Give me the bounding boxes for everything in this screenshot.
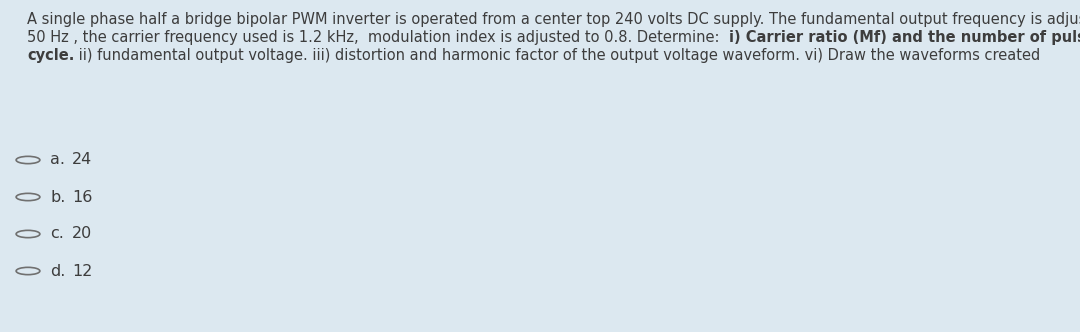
Text: cycle.: cycle. <box>27 48 75 63</box>
Text: i) Carrier ratio (Mf) and the number of pulses per: i) Carrier ratio (Mf) and the number of … <box>729 30 1080 45</box>
Text: ii) fundamental output voltage. iii) distortion and harmonic factor of the outpu: ii) fundamental output voltage. iii) dis… <box>75 48 1041 63</box>
Text: 24: 24 <box>72 152 92 168</box>
Text: 16: 16 <box>72 190 93 205</box>
Text: a.: a. <box>50 152 65 168</box>
Text: A single phase half a bridge bipolar PWM inverter is operated from a center top : A single phase half a bridge bipolar PWM… <box>27 12 1080 27</box>
Text: 12: 12 <box>72 264 93 279</box>
Text: d.: d. <box>50 264 66 279</box>
Text: c.: c. <box>50 226 64 241</box>
Text: 50 Hz , the carrier frequency used is 1.2 kHz,  modulation index is adjusted to : 50 Hz , the carrier frequency used is 1.… <box>27 30 729 45</box>
Text: b.: b. <box>50 190 66 205</box>
Text: 20: 20 <box>72 226 92 241</box>
